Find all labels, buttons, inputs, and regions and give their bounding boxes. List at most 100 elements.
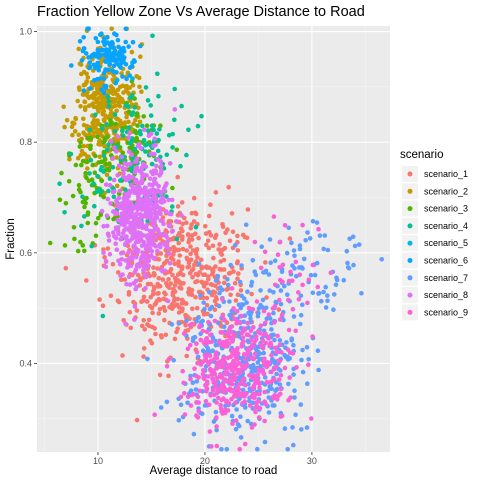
data-point: [95, 118, 100, 123]
data-point: [266, 395, 272, 400]
data-point: [206, 245, 212, 251]
data-point: [185, 400, 190, 406]
data-point: [243, 356, 248, 362]
data-point: [114, 116, 120, 122]
data-point: [261, 308, 267, 314]
data-point: [99, 31, 104, 36]
data-point: [143, 211, 148, 216]
data-point: [170, 204, 175, 209]
data-point: [221, 363, 226, 368]
data-point: [272, 258, 278, 264]
data-point: [146, 253, 151, 258]
data-point: [159, 335, 164, 340]
data-point: [242, 313, 248, 319]
data-point: [107, 251, 113, 257]
data-point: [216, 387, 221, 392]
data-point: [317, 233, 323, 238]
data-point: [321, 246, 327, 252]
data-point: [257, 381, 262, 387]
data-point: [159, 168, 164, 173]
data-point: [118, 273, 123, 278]
data-point: [92, 130, 97, 136]
data-point: [195, 255, 200, 260]
legend-item-scenario_7: scenario_7: [402, 269, 468, 286]
data-point: [204, 302, 210, 308]
data-point: [112, 31, 117, 36]
data-point: [263, 320, 268, 326]
data-point: [161, 296, 167, 302]
data-point: [209, 304, 215, 310]
data-point: [235, 319, 241, 325]
data-point: [95, 174, 100, 179]
data-point: [148, 281, 154, 287]
data-point: [127, 202, 133, 207]
data-point: [78, 140, 83, 145]
data-point: [104, 172, 110, 178]
data-point: [72, 129, 78, 134]
data-point: [66, 179, 72, 184]
data-point: [277, 382, 283, 387]
data-point: [218, 259, 223, 264]
data-point: [214, 427, 219, 433]
data-point: [300, 302, 305, 308]
data-point: [193, 294, 198, 300]
data-point: [277, 317, 283, 322]
data-point: [92, 153, 98, 159]
data-point: [82, 82, 88, 87]
data-point: [113, 121, 119, 127]
data-point: [239, 263, 244, 268]
data-point: [89, 243, 94, 249]
data-point: [229, 324, 235, 329]
data-point: [120, 128, 125, 134]
data-point: [114, 247, 120, 252]
data-point: [323, 284, 329, 290]
data-point: [192, 334, 198, 340]
data-point: [315, 348, 321, 354]
data-point: [148, 113, 154, 118]
data-point: [225, 277, 230, 282]
data-point: [101, 139, 107, 145]
data-point: [176, 418, 182, 423]
data-point: [195, 394, 201, 400]
data-point: [180, 368, 185, 374]
data-point: [273, 388, 278, 394]
data-point: [100, 313, 106, 319]
data-point: [127, 130, 132, 136]
data-point: [208, 368, 213, 374]
data-point: [115, 225, 121, 230]
legend-label: scenario_4: [424, 221, 468, 231]
data-point: [297, 272, 303, 278]
data-point: [57, 181, 62, 186]
data-point: [148, 218, 154, 223]
data-point: [260, 297, 266, 303]
data-point: [151, 168, 157, 174]
data-point: [80, 194, 85, 199]
data-point: [176, 240, 181, 246]
data-point: [122, 55, 127, 60]
data-point: [344, 248, 350, 254]
data-point: [257, 385, 262, 391]
data-point: [94, 189, 100, 195]
data-point: [102, 83, 107, 89]
data-point: [293, 328, 299, 334]
data-point: [143, 257, 148, 263]
data-point: [290, 425, 295, 430]
data-point: [78, 104, 83, 109]
data-point: [64, 117, 70, 123]
data-point: [111, 177, 117, 183]
data-point: [112, 145, 117, 150]
data-point: [263, 268, 269, 274]
data-point: [149, 188, 154, 193]
data-point: [162, 268, 168, 274]
data-point: [134, 113, 139, 118]
data-point: [158, 189, 163, 195]
data-point: [143, 149, 148, 154]
data-point: [101, 149, 107, 155]
data-point: [129, 182, 134, 188]
data-point: [240, 387, 246, 393]
data-point: [171, 298, 177, 304]
data-point: [99, 159, 104, 164]
data-point: [85, 159, 90, 164]
data-point: [197, 270, 202, 275]
data-point: [148, 294, 153, 300]
